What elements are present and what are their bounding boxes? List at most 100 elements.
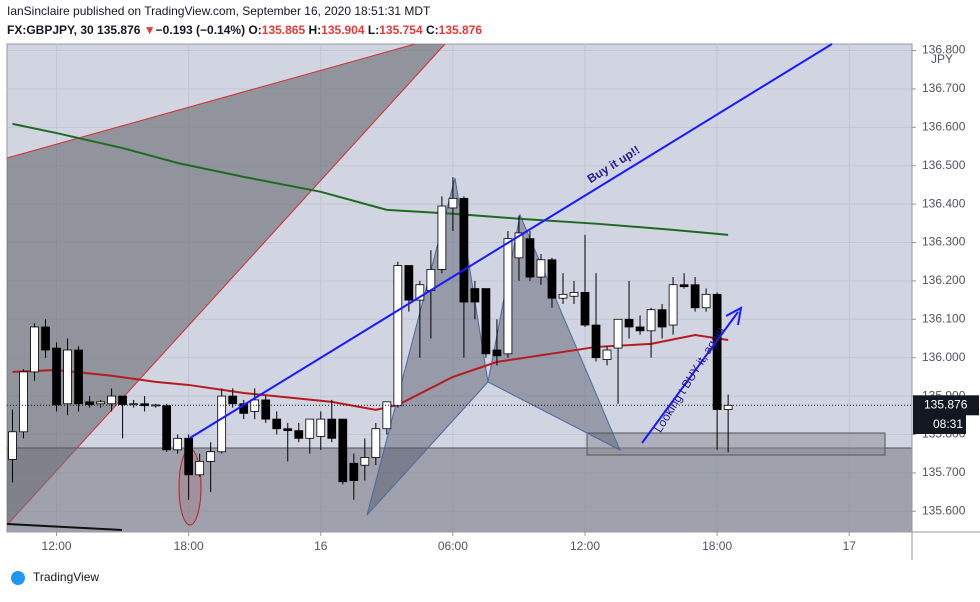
candle-body bbox=[107, 395, 116, 405]
trendline bbox=[189, 43, 833, 439]
candle-body bbox=[558, 293, 568, 299]
candle-body bbox=[701, 293, 711, 309]
candle-body bbox=[261, 399, 271, 420]
arrow-line bbox=[641, 311, 739, 444]
c-key: C: bbox=[426, 23, 439, 37]
candle-body bbox=[162, 405, 172, 451]
price: 135.876 bbox=[97, 23, 141, 37]
o-val: 135.865 bbox=[262, 23, 306, 37]
candle-body bbox=[41, 326, 50, 351]
x-tick-label: 16 bbox=[314, 539, 328, 553]
candle-body bbox=[338, 418, 348, 483]
candle-body bbox=[536, 259, 546, 278]
y-tick-label: 136.500 bbox=[922, 158, 966, 172]
x-tick-label: 12:00 bbox=[42, 539, 72, 553]
candle-body bbox=[74, 349, 83, 405]
h-val: 135.904 bbox=[321, 23, 365, 37]
candle-body bbox=[371, 428, 381, 458]
logo bbox=[11, 571, 25, 585]
currency: JPY bbox=[931, 52, 953, 66]
candle-body bbox=[228, 395, 238, 405]
candle-body bbox=[316, 418, 326, 437]
candle-body bbox=[448, 197, 458, 209]
candle-body bbox=[569, 292, 579, 297]
candle-body bbox=[294, 430, 304, 439]
candle-body bbox=[52, 347, 61, 406]
channel-line bbox=[6, 43, 446, 526]
candle-body bbox=[415, 284, 425, 301]
y-tick-label: 136.300 bbox=[922, 235, 966, 249]
l-val: 135.754 bbox=[379, 23, 423, 37]
candle-body bbox=[272, 418, 282, 430]
y-tick-label: 136.200 bbox=[922, 273, 966, 287]
candle-body bbox=[591, 324, 601, 359]
arrow-head bbox=[725, 306, 743, 326]
candle-body bbox=[690, 284, 700, 309]
candle-body bbox=[481, 288, 491, 355]
candle-body bbox=[668, 284, 678, 326]
x-tick-label: 17 bbox=[843, 539, 857, 553]
candle-body bbox=[305, 418, 315, 439]
candle-body bbox=[129, 403, 138, 406]
symbol: FX:GBPJPY, 30 bbox=[7, 23, 94, 37]
target-box bbox=[586, 432, 886, 456]
candle-body bbox=[437, 205, 447, 270]
candle-body bbox=[206, 451, 216, 462]
candle-body bbox=[470, 288, 480, 303]
y-tick-label: 136.100 bbox=[922, 311, 966, 325]
drawn-line bbox=[6, 523, 123, 531]
y-tick-label: 136.600 bbox=[922, 119, 966, 133]
candle-body bbox=[547, 259, 557, 299]
candle-body bbox=[657, 309, 667, 328]
candle-body bbox=[195, 460, 205, 476]
candle-body bbox=[580, 292, 590, 326]
h-key: H: bbox=[309, 23, 322, 37]
x-tick-label: 18:00 bbox=[174, 539, 204, 553]
price-axis bbox=[912, 44, 980, 532]
candle-body bbox=[8, 431, 17, 460]
candle-body bbox=[96, 401, 105, 405]
candle-body bbox=[624, 318, 634, 328]
candle-body bbox=[613, 318, 623, 349]
countdown-bg bbox=[913, 415, 966, 434]
candle-body bbox=[525, 238, 535, 278]
candle-body bbox=[723, 404, 733, 410]
x-tick-label: 06:00 bbox=[438, 539, 468, 553]
candle-body bbox=[85, 401, 94, 405]
footer: TradingView bbox=[33, 570, 99, 584]
candle-body bbox=[679, 284, 689, 288]
candle-body bbox=[327, 418, 337, 439]
y-tick-label: 135.700 bbox=[922, 465, 966, 479]
candle-body bbox=[217, 395, 227, 453]
candle-body bbox=[173, 437, 183, 451]
candle-body bbox=[646, 309, 656, 332]
candle-body bbox=[184, 437, 194, 476]
moving-average bbox=[12, 122, 729, 236]
candle-body bbox=[140, 403, 149, 407]
o-key: O: bbox=[248, 23, 261, 37]
candle-body bbox=[349, 462, 359, 481]
candle-body bbox=[63, 349, 72, 405]
axes: 136.800 136.700 136.600 136.500 136.400 136.3… bbox=[42, 43, 979, 553]
publisher: IanSinclaire published on TradingView.co… bbox=[7, 4, 431, 18]
candle-body bbox=[459, 197, 469, 303]
x-tick-label: 12:00 bbox=[570, 539, 600, 553]
c-val: 135.876 bbox=[439, 23, 483, 37]
y-tick-label: 136.800 bbox=[922, 43, 966, 57]
candle-body bbox=[393, 265, 403, 407]
header-bg bbox=[0, 0, 980, 44]
candle-body bbox=[283, 428, 293, 432]
series bbox=[7, 122, 912, 500]
candle-body bbox=[382, 401, 392, 430]
candle-body bbox=[404, 265, 414, 301]
y-tick-label: 136.400 bbox=[922, 196, 966, 210]
candle-body bbox=[602, 349, 612, 361]
candle-body bbox=[30, 326, 39, 373]
channel-line bbox=[6, 43, 416, 159]
countdown: 08:31 bbox=[933, 417, 963, 431]
candle-body bbox=[635, 326, 645, 332]
candle-body bbox=[19, 371, 28, 433]
candle-body bbox=[118, 395, 127, 405]
ohlc-line: FX:GBPJPY, 30 135.876 ▼−0.193 (−0.14%) O… bbox=[7, 23, 482, 37]
